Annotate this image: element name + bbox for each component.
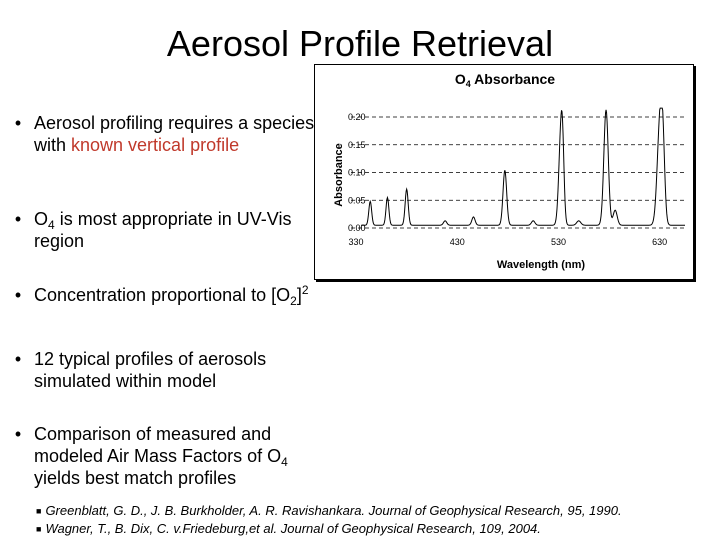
bullet-marker: • [14, 349, 22, 369]
y-axis-label: Absorbance [333, 143, 345, 207]
bullet-text-part: yields best match profiles [34, 468, 237, 488]
bullet-text-part: is most appropriate in UV-Vis region [34, 209, 292, 251]
superscript: 2 [301, 283, 309, 297]
y-tick-label: 0.15 [348, 140, 366, 150]
grid-layer [351, 116, 685, 229]
reference-marker: ■ [36, 524, 42, 534]
reference-text: Greenblatt, G. D., J. B. Burkholder, A. … [45, 503, 622, 518]
y-tick-label: 0.05 [348, 195, 366, 205]
reference-text: Wagner, T., B. Dix, C. v.Friedeburg,et a… [45, 521, 541, 536]
bullet-marker: • [14, 113, 22, 133]
x-tick-label: 530 [551, 237, 566, 247]
x-tick-label: 330 [349, 237, 364, 247]
bullet-marker: • [14, 285, 22, 305]
bullet-text-part: ] [296, 285, 302, 305]
chart-title: O4 Absorbance [455, 71, 555, 89]
y-tick-label: 0.20 [348, 112, 366, 122]
highlight-known-vertical-profile: known vertical profile [71, 135, 240, 155]
x-tick-label: 630 [652, 237, 667, 247]
o4-absorbance-chart: O4 Absorbance 0.00 0.05 0.10 0.15 0.20 330 43… [314, 64, 694, 280]
bullet-text: Comparison of measured and modeled Air M… [34, 423, 316, 489]
subscript: 2 [290, 294, 297, 308]
subscript: 4 [281, 455, 288, 469]
bullet-marker: • [14, 209, 22, 229]
y-tick-labels: 0.00 0.05 0.10 0.15 0.20 [348, 112, 366, 233]
slide-title: Aerosol Profile Retrieval [166, 23, 554, 64]
references: ■ Greenblatt, G. D., J. B. Burkholder, A.… [36, 502, 716, 538]
bullet-text-part: O [34, 209, 49, 229]
chart-title-main: O [455, 71, 466, 87]
reference-greenblatt: ■ Greenblatt, G. D., J. B. Burkholder, A.… [36, 502, 716, 520]
x-axis-label: Wavelength (nm) [497, 259, 586, 271]
reference-wagner: ■ Wagner, T., B. Dix, C. v.Friedeburg,et … [36, 520, 716, 538]
bullet-text: 12 typical profiles of aerosols simulate… [34, 349, 267, 391]
bullet-marker: • [14, 424, 22, 444]
chart-svg: O4 Absorbance 0.000.050.100.150.20 330 43… [333, 71, 685, 271]
bullet-text: O4 is most appropriate in UV-Vis region [34, 208, 316, 252]
bullet-text-part: Comparison of measured and modeled Air M… [34, 424, 282, 466]
subscript: 4 [48, 218, 55, 232]
reference-marker: ■ [36, 506, 42, 516]
bullet-text: Concentration proportional to [O2]2 [34, 283, 316, 308]
y-tick-label: 0.00 [348, 223, 366, 233]
bullet-text-part: Concentration proportional to [O [34, 285, 291, 305]
x-tick-label: 430 [450, 237, 465, 247]
x-tick-labels: 330 430 530 630 [349, 237, 668, 247]
absorbance-series-line [361, 107, 685, 226]
bullet-text: Aerosol profiling requires a species wit… [34, 112, 316, 156]
chart-title-rest: Absorbance [471, 71, 555, 87]
bullet-text-part: Aerosol profiling requires a species wit… [34, 113, 315, 155]
chart-title-subscript: 4 [466, 79, 471, 89]
y-tick-label: 0.10 [348, 168, 366, 178]
